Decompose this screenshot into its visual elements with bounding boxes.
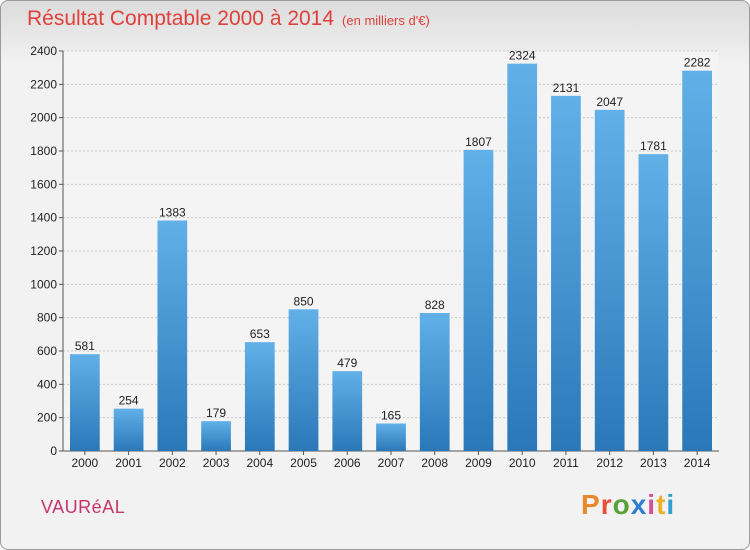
- logo-letter: r: [600, 489, 613, 520]
- y-tick-label: 1000: [30, 277, 57, 291]
- y-tick-label: 2400: [30, 44, 57, 58]
- bar-value-label: 850: [294, 294, 314, 308]
- bar-value-label: 1383: [159, 206, 186, 220]
- bar-value-label: 581: [75, 339, 95, 353]
- bar-2008: [419, 313, 450, 451]
- logo-letter: t: [656, 489, 667, 520]
- bar-value-label: 165: [381, 409, 401, 423]
- commune-name: VAURéAL: [41, 497, 126, 517]
- x-tick-label: 2007: [378, 456, 405, 470]
- logo-letter: P: [581, 489, 601, 520]
- bar-value-label: 1781: [640, 139, 667, 153]
- y-tick-label: 0: [50, 444, 57, 458]
- x-tick-label: 2011: [553, 456, 579, 470]
- bar-value-label: 1807: [465, 135, 492, 149]
- logo-letter: i: [666, 489, 676, 520]
- bar-value-label: 479: [337, 356, 357, 370]
- x-tick-label: 2004: [246, 456, 273, 470]
- bar-2010: [507, 63, 538, 452]
- x-tick-label: 2008: [421, 456, 448, 470]
- y-tick-label: 400: [37, 377, 57, 391]
- y-tick-label: 1800: [30, 144, 57, 158]
- bar-value-label: 2324: [509, 49, 536, 63]
- x-tick-label: 2013: [640, 456, 667, 470]
- bar-2003: [201, 421, 231, 451]
- bar-value-label: 2282: [684, 56, 711, 70]
- bar-2005: [288, 309, 319, 451]
- chart-unit: (en milliers d'€): [342, 13, 430, 28]
- x-tick-label: 2001: [115, 456, 142, 470]
- y-tick-label: 2000: [30, 111, 57, 125]
- bar-value-label: 254: [119, 394, 139, 408]
- y-tick-label: 1200: [30, 244, 57, 258]
- bar-value-label: 2047: [596, 95, 623, 109]
- logo-letter: o: [612, 489, 631, 520]
- proxiti-logo[interactable]: Proxiti: [581, 489, 675, 521]
- bar-value-label: 179: [206, 406, 226, 420]
- bar-2009: [463, 149, 494, 452]
- x-tick-label: 2014: [684, 456, 711, 470]
- bar-2014: [682, 70, 713, 452]
- bar-value-label: 653: [250, 327, 270, 341]
- y-tick-label: 1600: [30, 177, 57, 191]
- bar-value-label: 2131: [553, 81, 580, 95]
- logo-letter: i: [647, 489, 657, 520]
- y-tick-label: 200: [37, 411, 57, 425]
- bar-2000: [69, 354, 100, 451]
- y-tick-label: 2200: [30, 77, 57, 91]
- chart-title-text: Résultat Comptable 2000 à 2014: [27, 7, 335, 30]
- bar-2011: [551, 95, 581, 451]
- logo-letter: x: [630, 489, 648, 520]
- bars: 581 254 1383 179 653 850 479 165 828 1807 2324 2131…: [69, 49, 713, 452]
- bar-2007: [376, 423, 406, 451]
- x-tick-label: 2012: [596, 456, 623, 470]
- bar-2013: [638, 154, 669, 451]
- x-tick-label: 2010: [509, 456, 536, 470]
- x-tick-label: 2000: [72, 456, 99, 470]
- x-tick-label: 2005: [290, 456, 317, 470]
- bar-2001: [113, 408, 144, 451]
- chart-title: Résultat Comptable 2000 à 2014 (en millie…: [27, 7, 430, 31]
- bar-2006: [332, 371, 363, 451]
- x-tick-label: 2003: [203, 456, 230, 470]
- x-tick-label: 2002: [159, 456, 186, 470]
- y-tick-label: 600: [37, 344, 57, 358]
- bar-2002: [157, 220, 188, 451]
- bar-2004: [244, 342, 275, 451]
- x-tick-label: 2006: [334, 456, 361, 470]
- axes: 0 200 400 600 800 1000 1200 1400 1600 1800 2000 220…: [30, 44, 719, 470]
- bar-value-label: 828: [425, 298, 445, 312]
- y-tick-label: 1400: [30, 211, 57, 225]
- bar-2012: [594, 109, 625, 451]
- x-tick-label: 2009: [465, 456, 492, 470]
- y-tick-label: 800: [37, 311, 57, 325]
